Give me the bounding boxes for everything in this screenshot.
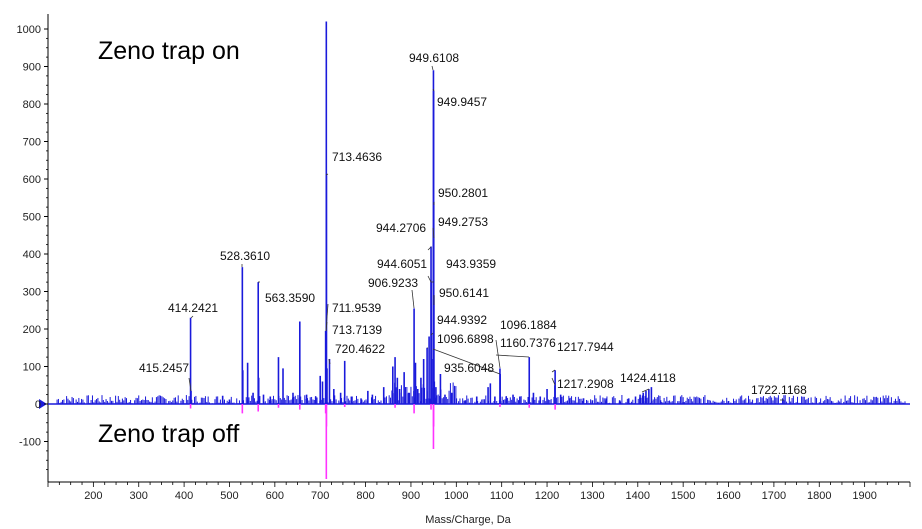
- peak-label: 949.2753: [438, 215, 488, 229]
- x-tick-label: 800: [356, 490, 374, 502]
- peak-label: 1722.1168: [751, 383, 807, 397]
- peak-label: 713.7139: [332, 323, 382, 337]
- peak-label: 944.6051: [377, 257, 427, 271]
- peak-leader-line: [427, 275, 432, 283]
- x-axis-title: Mass/Charge, Da: [425, 514, 511, 526]
- y-tick-label: 400: [23, 249, 41, 261]
- x-tick-label: 1200: [535, 490, 559, 502]
- peak-label: 944.9392: [437, 313, 487, 327]
- peak-label: 713.4636: [332, 150, 382, 164]
- x-tick-label: 1300: [580, 490, 604, 502]
- series-zeno-trap-off: [189, 404, 556, 479]
- zeno-trap-off-label: Zeno trap off: [98, 420, 239, 448]
- peak-label: 563.3590: [265, 291, 315, 305]
- x-tick-label: 1600: [716, 490, 740, 502]
- x-tick-label: 200: [84, 490, 102, 502]
- x-tick-label: 500: [220, 490, 238, 502]
- peak-leader-line: [325, 321, 328, 332]
- peak-leader-line: [495, 339, 501, 369]
- x-tick-label: 400: [175, 490, 193, 502]
- peak-leader-line: [495, 354, 530, 358]
- peak-leader-line: [328, 358, 331, 365]
- x-tick-label: 1000: [444, 490, 468, 502]
- y-tick-label: -100: [19, 437, 41, 449]
- y-tick-label: 900: [23, 62, 41, 74]
- peak-label: 711.9539: [332, 301, 381, 315]
- x-tick-label: 1700: [762, 490, 786, 502]
- peak-label: 1096.1884: [500, 318, 557, 332]
- peak-label: 906.9233: [368, 276, 418, 290]
- y-tick-label: 500: [23, 212, 41, 224]
- y-tick-label: 0: [35, 399, 41, 411]
- zero-marker-icon: [39, 399, 47, 409]
- peak-label: 414.2421: [168, 301, 218, 315]
- peak-label: 950.6141: [439, 286, 489, 300]
- x-tick-label: 1500: [671, 490, 695, 502]
- peak-labels: 414.2421 415.2457 528.3610 563.3590 713.4636…: [139, 51, 807, 401]
- peak-label: 528.3610: [220, 249, 270, 263]
- x-tick-label: 300: [130, 490, 148, 502]
- x-tick-label: 600: [266, 490, 284, 502]
- x-tick-label: 1400: [626, 490, 650, 502]
- peak-label: 943.9359: [446, 257, 496, 271]
- peak-label: 949.9457: [437, 95, 487, 109]
- peak-leader-line: [641, 388, 650, 393]
- x-tick-label: 1100: [490, 490, 514, 502]
- peak-label: 949.6108: [409, 51, 459, 65]
- y-tick-label: 100: [23, 362, 41, 374]
- peak-leader-line: [551, 369, 556, 373]
- zeno-trap-on-label: Zeno trap on: [98, 37, 240, 65]
- y-tick-label: 700: [23, 137, 41, 149]
- peak-leader-line: [188, 377, 192, 392]
- peak-label: 720.4622: [335, 342, 385, 356]
- peak-leader-line: [430, 332, 434, 336]
- peak-leader-line: [432, 88, 435, 92]
- peak-label: 944.2706: [376, 221, 426, 235]
- peak-leader-line: [190, 315, 194, 319]
- peak-label: 1217.7944: [557, 340, 614, 354]
- series-zeno-trap-on: [56, 21, 906, 404]
- peak-leader-line: [325, 173, 329, 176]
- peak-label: 935.6048: [444, 361, 494, 375]
- peak-label: 1160.7376: [500, 336, 556, 350]
- y-tick-label: 300: [23, 287, 41, 299]
- peak-label: 1217.2908: [557, 377, 614, 391]
- peak-leader-line: [432, 348, 501, 375]
- y-tick-label: 800: [23, 99, 41, 111]
- peak-leader-line: [551, 377, 556, 386]
- y-tick-label: 200: [23, 324, 41, 336]
- peak-leader-line: [431, 65, 434, 71]
- x-tick-label: 1900: [852, 490, 876, 502]
- peak-leader-line: [427, 246, 432, 251]
- x-tick-label: 900: [402, 490, 420, 502]
- peak-leader-line: [432, 227, 435, 239]
- peak-label: 950.2801: [438, 186, 488, 200]
- peak-leader-line: [411, 289, 415, 309]
- x-tick-label: 1800: [807, 490, 831, 502]
- y-tick-label: 1000: [17, 24, 41, 36]
- peak-label: 1096.6898: [437, 332, 494, 346]
- peak-label: 415.2457: [139, 361, 189, 375]
- peak-label: 1424.4118: [620, 371, 676, 385]
- x-tick-label: 700: [311, 490, 329, 502]
- y-tick-label: 600: [23, 174, 41, 186]
